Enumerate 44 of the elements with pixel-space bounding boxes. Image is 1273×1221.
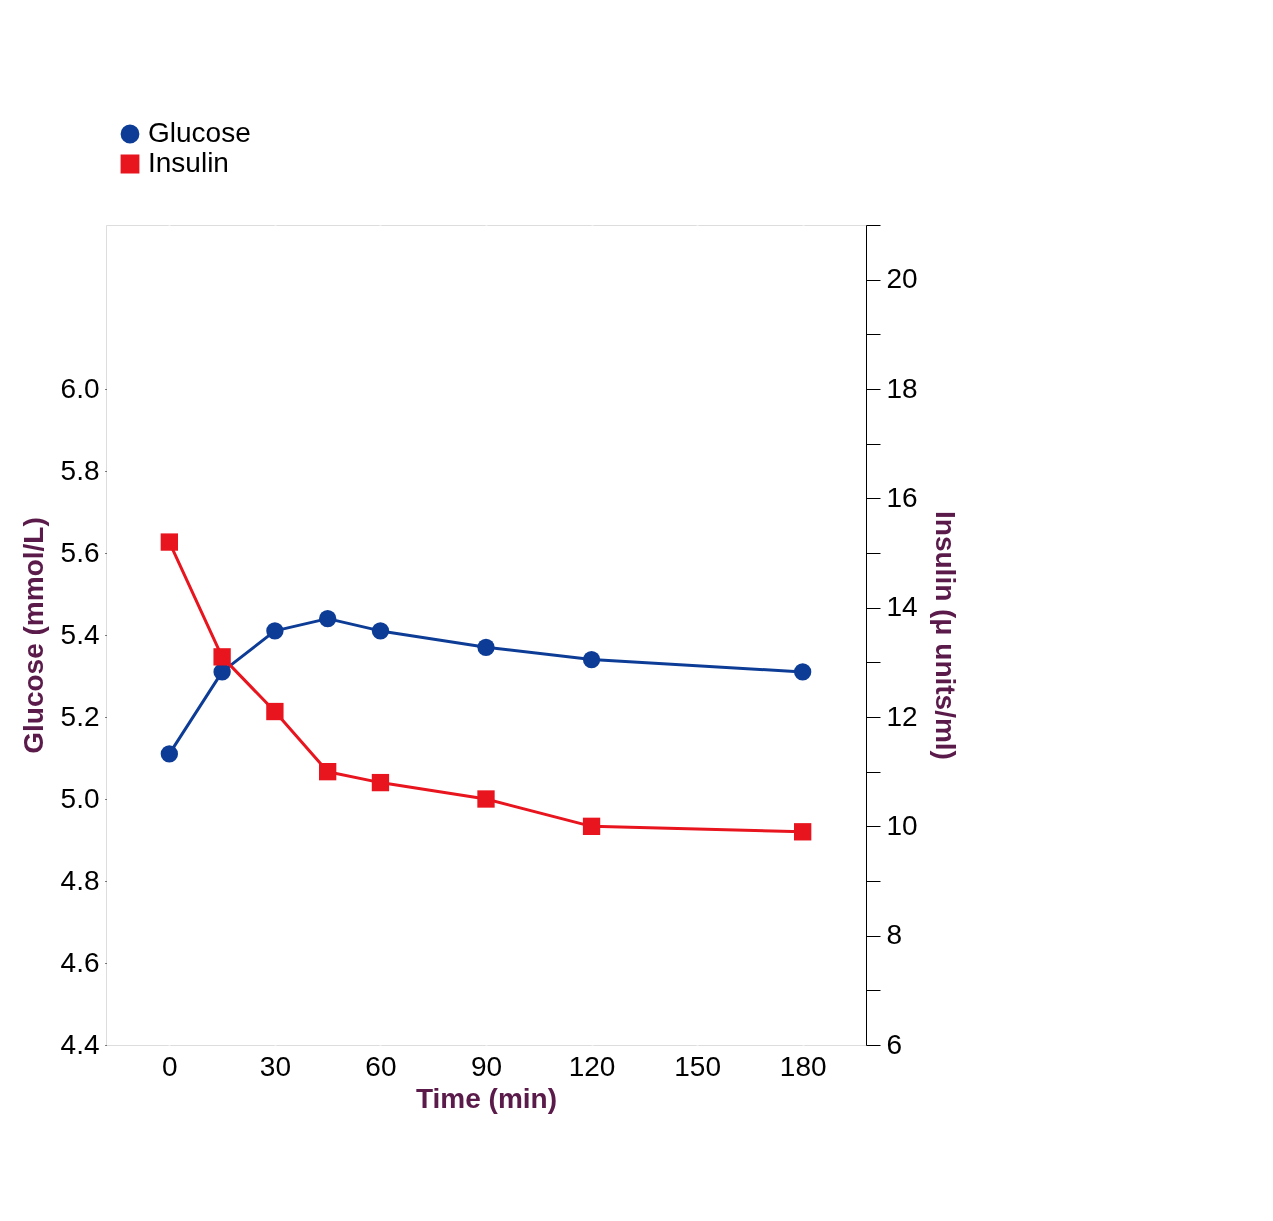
x-tick-label: 0 <box>162 1050 178 1082</box>
y2-tick-label: 18 <box>886 372 918 404</box>
y-tick-label: 4.4 <box>60 1028 100 1060</box>
point <box>371 773 390 792</box>
y-tick-label: 5.0 <box>60 782 100 814</box>
y2-tick-label: 20 <box>886 263 918 295</box>
point <box>266 622 284 640</box>
x-axis-title: Time (min) <box>415 1082 558 1114</box>
point <box>319 763 337 781</box>
y-tick-label: 5.6 <box>60 536 100 568</box>
point <box>477 790 495 808</box>
point <box>582 650 601 669</box>
y-tick-label: 5.2 <box>60 700 100 732</box>
point <box>794 663 812 681</box>
point <box>160 745 178 763</box>
legend-label: Insulin <box>148 147 229 178</box>
point <box>477 638 495 656</box>
point <box>582 817 601 835</box>
y-tick-label: 5.8 <box>60 454 100 486</box>
y2-tick-label: 16 <box>886 481 918 513</box>
y2-tick-label: 10 <box>886 809 918 841</box>
y-tick-label: 6.0 <box>60 372 100 404</box>
y-axis-title: Glucose (mmol/L) <box>17 517 49 754</box>
y2-tick-label: 14 <box>886 591 918 623</box>
point <box>266 702 284 721</box>
x-tick-label: 180 <box>779 1050 827 1082</box>
y-tick-label: 4.8 <box>60 864 100 896</box>
y2-tick-label: 8 <box>886 919 903 951</box>
y-tick-label: 5.4 <box>60 618 100 650</box>
point <box>213 648 231 666</box>
legend-label: Glucose <box>148 117 251 148</box>
point <box>371 622 390 640</box>
x-tick-label: 30 <box>259 1050 291 1082</box>
y2-tick-label: 6 <box>886 1028 903 1060</box>
x-tick-label: 90 <box>470 1050 503 1082</box>
x-tick-label: 120 <box>568 1050 616 1082</box>
point <box>794 823 812 841</box>
y2-axis-title: Insulin (μ units/ml) <box>929 511 961 760</box>
point <box>160 533 178 551</box>
x-tick-label: 150 <box>674 1050 721 1082</box>
x-tick-label: 60 <box>365 1050 397 1082</box>
point <box>319 609 337 628</box>
y2-tick-label: 12 <box>886 700 918 732</box>
y-tick-label: 4.6 <box>60 946 100 978</box>
